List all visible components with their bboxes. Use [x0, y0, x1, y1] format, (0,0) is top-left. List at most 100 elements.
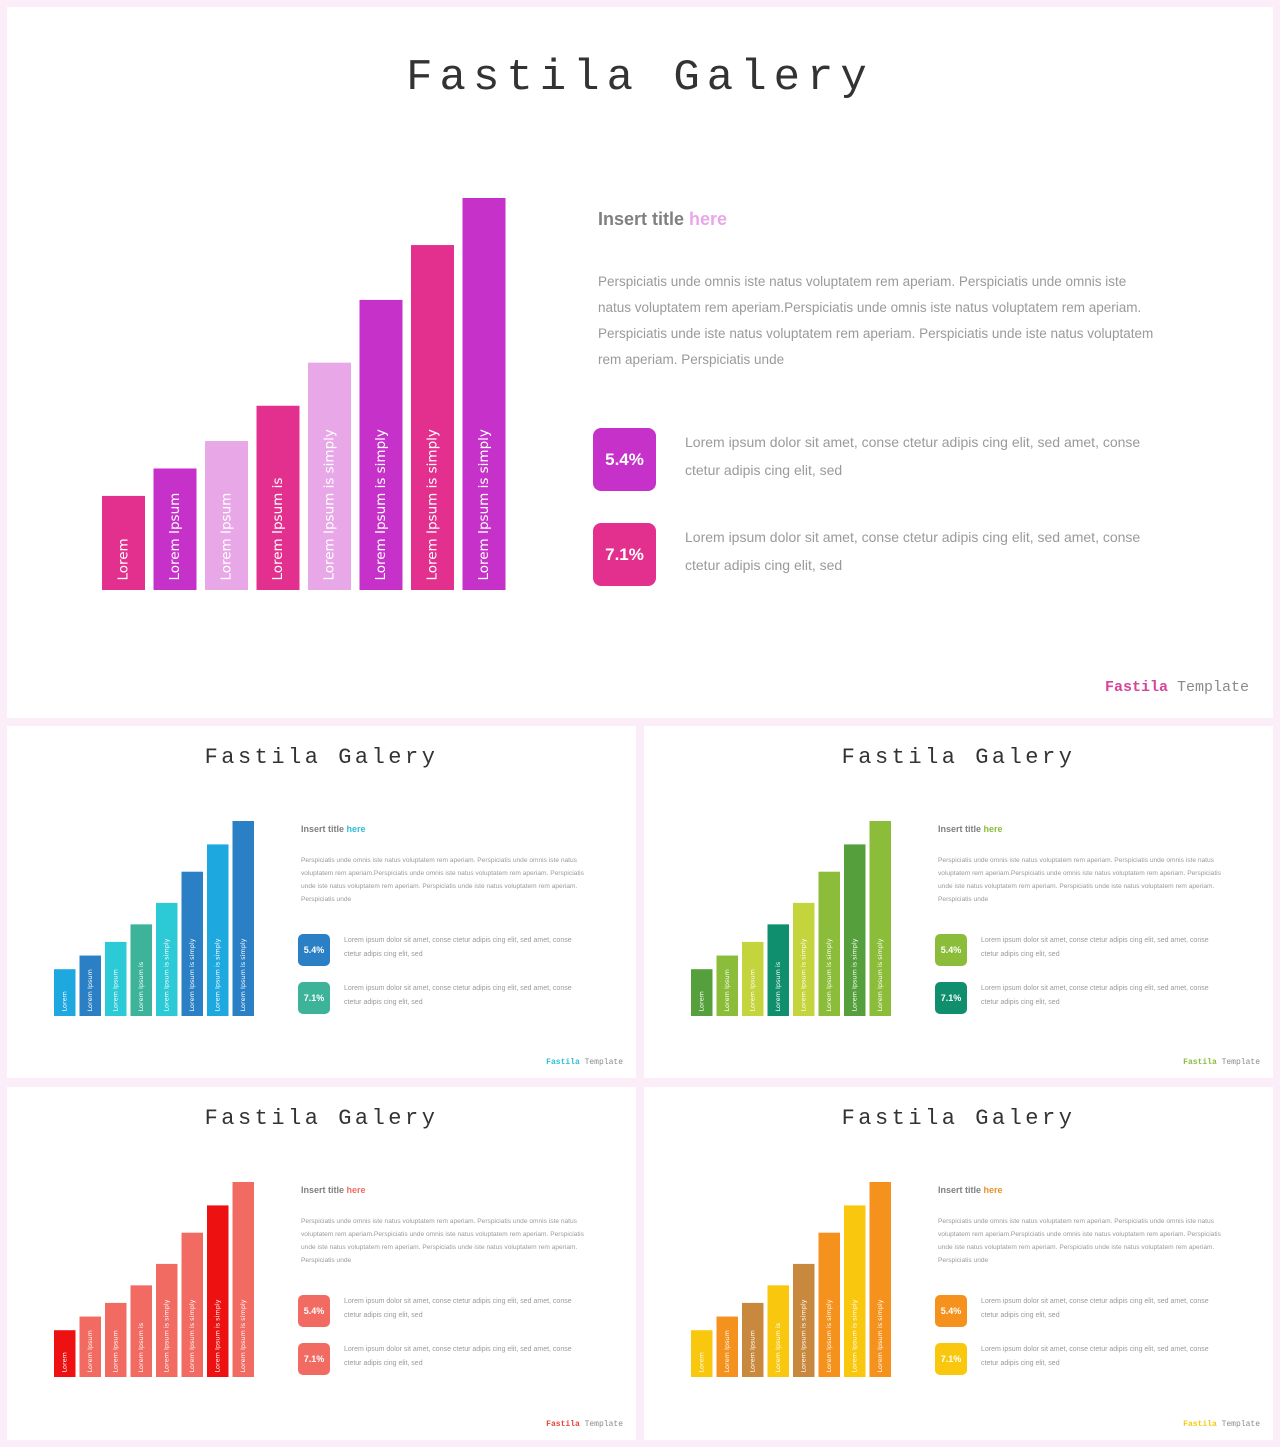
- insert-title-accent: here: [346, 824, 366, 834]
- insert-title-accent: here: [983, 824, 1003, 834]
- bar-label: Lorem Ipsum is simply: [188, 1299, 196, 1372]
- insert-title: Insert title here: [938, 824, 1003, 834]
- bar-label: Lorem Ipsum is simply: [373, 429, 389, 580]
- bar-label: Lorem Ipsum is simply: [825, 1299, 833, 1372]
- bar-label: Lorem Ipsum is simply: [825, 938, 833, 1011]
- insert-title: Insert title here: [938, 1185, 1003, 1195]
- stat-badge-1: 5.4%: [935, 934, 967, 966]
- footer-template: Template: [1216, 1420, 1260, 1429]
- bar: [102, 495, 145, 590]
- bar-label: Lorem: [61, 991, 69, 1011]
- stat-badge-1: 5.4%: [298, 934, 330, 966]
- bar-label: Lorem Ipsum is: [774, 961, 782, 1011]
- bar: [691, 1330, 713, 1377]
- bar: [716, 1316, 738, 1377]
- bar: [869, 821, 891, 1016]
- footer-brand: Fastila: [1104, 679, 1168, 696]
- bar-label: Lorem Ipsum: [112, 969, 120, 1011]
- bar-label: Lorem Ipsum is simply: [322, 429, 338, 580]
- bar: [207, 844, 229, 1016]
- bar-label: Lorem Ipsum is: [137, 1322, 145, 1372]
- bar: [869, 1182, 891, 1377]
- bar: [818, 871, 840, 1016]
- bar-label: Lorem Ipsum is: [270, 478, 286, 581]
- bar: [256, 405, 300, 590]
- bar: [130, 1285, 152, 1377]
- stat-text-2: Lorem ipsum dolor sit amet, conse ctetur…: [685, 529, 1141, 573]
- bar-label: Lorem Ipsum: [112, 1330, 120, 1372]
- slide-red: Fastila Galery Lorem Lorem Ipsum Lorem Ips…: [7, 1087, 636, 1440]
- bar: [844, 844, 866, 1016]
- bar-label: Lorem Ipsum is simply: [425, 429, 441, 580]
- bar: [359, 299, 403, 590]
- bar: [156, 1263, 178, 1377]
- bar: [793, 1263, 815, 1377]
- bar-label: Lorem Ipsum is simply: [163, 938, 171, 1011]
- stat-text-1: Lorem ipsum dolor sit amet, conse ctetur…: [981, 937, 1209, 958]
- bar-label: Lorem: [698, 991, 706, 1011]
- footer-brand: Fastila: [1183, 1058, 1217, 1067]
- stat-text-2: Lorem ipsum dolor sit amet, conse ctetur…: [344, 1346, 572, 1367]
- slide-blue: Fastila Galery Lorem Lorem Ipsum Lorem Ips…: [7, 726, 636, 1078]
- bar-label: Lorem Ipsum is simply: [851, 1299, 859, 1372]
- description-paragraph: Perspiciatis unde omnis iste natus volup…: [598, 274, 1154, 367]
- bar: [844, 1205, 866, 1377]
- bar-label: Lorem Ipsum is simply: [239, 938, 247, 1011]
- stat-badge-1: 5.4%: [593, 428, 656, 491]
- insert-title-text: Insert title: [301, 1185, 347, 1195]
- bar-label: Lorem: [61, 1352, 69, 1372]
- bar-label: Lorem: [698, 1352, 706, 1372]
- stat-badge-2: 7.1%: [593, 523, 656, 586]
- footer-template: Template: [1167, 679, 1249, 696]
- bar: [79, 955, 101, 1016]
- stat-badge-1: 5.4%: [935, 1295, 967, 1327]
- insert-title: Insert title here: [598, 209, 727, 230]
- insert-title-accent: here: [983, 1185, 1003, 1195]
- bar: [716, 955, 738, 1016]
- stat-text-1: Lorem ipsum dolor sit amet, conse ctetur…: [981, 1298, 1209, 1319]
- stat-text-1: Lorem ipsum dolor sit amet, conse ctetur…: [344, 1298, 572, 1319]
- bar: [462, 198, 506, 590]
- stat-text-1: Lorem ipsum dolor sit amet, conse ctetur…: [685, 434, 1141, 478]
- bar: [742, 1302, 764, 1377]
- bar: [105, 1302, 127, 1377]
- slide-title: Fastila Galery: [204, 1106, 439, 1131]
- bar-label: Lorem Ipsum is simply: [239, 1299, 247, 1372]
- footer-brand: Fastila: [546, 1058, 580, 1067]
- bar-label: Lorem: [116, 538, 132, 580]
- slide-main: Fastila Galery Lorem Lorem Ipsum Lorem Ips…: [7, 7, 1273, 718]
- slide-title: Fastila Galery: [841, 745, 1076, 770]
- stat-text-2: Lorem ipsum dolor sit amet, conse ctetur…: [981, 985, 1209, 1006]
- footer-brand: Fastila: [1183, 1420, 1217, 1429]
- footer-template: Template: [579, 1058, 623, 1067]
- bar-label: Lorem Ipsum is simply: [476, 429, 492, 580]
- insert-title: Insert title here: [301, 1185, 366, 1195]
- slide-title: Fastila Galery: [841, 1106, 1076, 1131]
- bar: [767, 924, 789, 1016]
- bar-label: Lorem Ipsum: [723, 969, 731, 1011]
- description-paragraph: Perspiciatis unde omnis iste natus volup…: [301, 857, 584, 903]
- bar: [54, 969, 76, 1016]
- bar-label: Lorem Ipsum is simply: [876, 938, 884, 1011]
- bar: [207, 1205, 229, 1377]
- bar: [232, 1182, 254, 1377]
- stat-text-1: Lorem ipsum dolor sit amet, conse ctetur…: [344, 937, 572, 958]
- bar-label: Lorem Ipsum is simply: [851, 938, 859, 1011]
- stat-badge-2: 7.1%: [298, 982, 330, 1014]
- bar-label: Lorem Ipsum is simply: [800, 938, 808, 1011]
- bar: [793, 902, 815, 1016]
- bar: [308, 362, 351, 590]
- description-paragraph: Perspiciatis unde omnis iste natus volup…: [301, 1218, 584, 1264]
- bar: [54, 1330, 76, 1377]
- footer: Fastila Template: [1183, 1420, 1260, 1429]
- insert-title-text: Insert title: [301, 824, 347, 834]
- bar: [767, 1285, 789, 1377]
- insert-title: Insert title here: [301, 824, 366, 834]
- bar-label: Lorem Ipsum: [723, 1330, 731, 1372]
- stat-badge-2: 7.1%: [298, 1343, 330, 1375]
- stat-text-2: Lorem ipsum dolor sit amet, conse ctetur…: [981, 1346, 1209, 1367]
- bar-label: Lorem Ipsum is simply: [188, 938, 196, 1011]
- bar-label: Lorem Ipsum: [219, 493, 235, 581]
- bar-label: Lorem Ipsum is simply: [876, 1299, 884, 1372]
- insert-title-text: Insert title: [938, 824, 984, 834]
